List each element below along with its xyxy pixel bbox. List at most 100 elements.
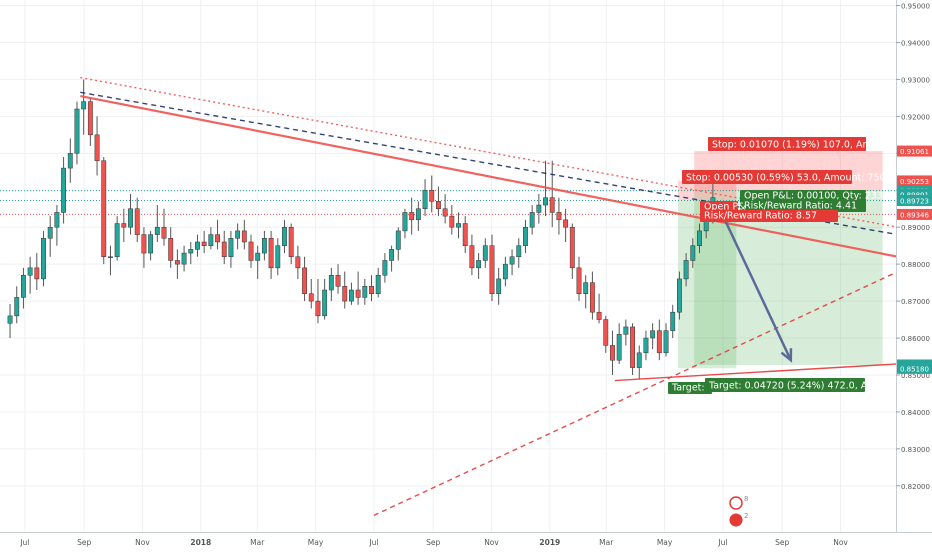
- price-marker-label: 0.90253: [900, 178, 929, 186]
- candle-body: [409, 212, 415, 221]
- projection-arrow-head: [780, 348, 793, 363]
- time-tick-label: Nov: [833, 538, 848, 547]
- risk-reward-label-1-bg: [740, 200, 866, 212]
- time-tick-label: 2019: [539, 538, 560, 547]
- candle-body: [315, 300, 321, 317]
- candle-body: [610, 345, 615, 361]
- target-label-2: Target: 0: [668, 382, 714, 394]
- price-axis-bg: [896, 0, 932, 550]
- candle-body: [482, 245, 488, 261]
- open-pl-label-bg: [740, 190, 866, 202]
- price-marker-label: 0.89346: [900, 211, 929, 219]
- candle-body: [549, 197, 555, 213]
- candle-body: [422, 190, 428, 209]
- candle-body: [569, 226, 575, 269]
- candle-body: [636, 352, 642, 368]
- price-tick-label: 0.93000: [901, 76, 930, 84]
- price-tick-label: 0.82000: [901, 483, 930, 491]
- candle-body: [683, 260, 689, 280]
- trend-lines[interactable]: [80, 76, 899, 517]
- candle-body: [402, 212, 408, 232]
- event-marker-icon[interactable]: [729, 496, 743, 510]
- candle-body: [94, 134, 100, 161]
- price-marker-bg: [897, 194, 932, 206]
- time-tick-label: Jul: [368, 538, 378, 547]
- time-tick-label: May: [308, 538, 324, 547]
- price-tick-label: 0.83000: [901, 446, 930, 454]
- candle-body: [509, 256, 515, 265]
- candle-body: [188, 249, 194, 254]
- candle-body: [7, 315, 13, 324]
- candle-body: [268, 238, 274, 269]
- candle-body: [221, 241, 227, 258]
- position-labels: Stop: 0.01070 (1.19%) 107.0, Amount: 750…: [668, 137, 932, 394]
- candle-body: [108, 256, 113, 259]
- time-tick-label: Jul: [19, 538, 29, 547]
- event-count-top: 8: [744, 495, 748, 503]
- candle-body: [563, 219, 569, 228]
- price-marker-bg: [897, 188, 932, 200]
- candle-body: [302, 267, 307, 294]
- bottom-support[interactable]: [614, 363, 898, 382]
- time-tick-label: Nov: [484, 538, 499, 547]
- candle-body: [496, 278, 502, 294]
- candle-body: [154, 226, 160, 235]
- candle-body: [161, 226, 167, 239]
- price-tick-label: 0.88000: [901, 261, 930, 269]
- candle-body: [235, 230, 241, 239]
- candle-body: [215, 234, 220, 243]
- upper-dotted-downtrend[interactable]: [80, 76, 899, 228]
- time-axis[interactable]: Jul Sep Nov 2018 Mar May Jul Sep Nov 2019 Mar May Ju…: [0, 532, 932, 548]
- candle-body: [536, 204, 542, 213]
- candle-body: [288, 226, 294, 258]
- price-tick-label: 0.95000: [901, 3, 930, 11]
- target-label-2-text: Target: 0: [671, 383, 714, 394]
- price-axis[interactable]: 0.950000.940000.930000.920000.910000.900…: [896, 0, 932, 550]
- projection-arrow-shaft[interactable]: [715, 200, 792, 361]
- candle-body: [174, 260, 180, 265]
- price-marker-label: 0.91061: [900, 148, 929, 156]
- candle-body: [328, 274, 334, 291]
- target-label-2-bg: [668, 382, 712, 394]
- main-downtrend[interactable]: [80, 94, 899, 258]
- price-tick-label: 0.92000: [901, 113, 930, 121]
- candle-body: [523, 226, 528, 246]
- projection-arrow[interactable]: [715, 200, 793, 363]
- candle-body: [442, 208, 448, 217]
- stop-label-2-bg: [682, 170, 852, 184]
- candle-body: [34, 267, 40, 280]
- candle-body: [395, 230, 401, 250]
- candle-body: [342, 286, 348, 302]
- stop-label-1: Stop: 0.01070 (1.19%) 107.0, Amount: 750…: [708, 137, 932, 151]
- rising-dashed-support[interactable]: [373, 270, 899, 517]
- candle-body: [54, 212, 60, 228]
- price-tick-label: 0.85000: [901, 372, 930, 380]
- price-marker-bg: [897, 362, 932, 374]
- price-tick-label: 0.86000: [901, 335, 930, 343]
- short-position-2-stop-zone[interactable]: [677, 180, 737, 201]
- candle-body: [27, 267, 33, 276]
- time-tick-label: Sep: [77, 538, 91, 547]
- candle-body: [670, 311, 676, 331]
- risk-reward-label-2: Risk/Reward Ratio: 8.57: [700, 210, 838, 222]
- candle-body: [436, 201, 441, 209]
- stop-label-2: Stop: 0.00530 (0.59%) 53.0, Amount: 750: [682, 170, 886, 184]
- event-marker-icon-filled[interactable]: [729, 513, 743, 527]
- stop-label-1-text: Stop: 0.01070 (1.19%) 107.0, Amount: 750…: [712, 140, 932, 151]
- time-tick-label: Jul: [717, 538, 727, 547]
- candle-body: [241, 230, 247, 243]
- candle-body: [656, 330, 662, 354]
- risk-reward-label-1-text: Risk/Reward Ratio: 4.41: [744, 201, 857, 212]
- target-label-1-text: Target: 0.04720 (5.24%) 472.0, Amount: 2…: [708, 381, 932, 392]
- candle-body: [87, 101, 93, 136]
- candle-body: [462, 223, 468, 246]
- target-label-1-bg: [705, 378, 865, 392]
- event-badge[interactable]: 82: [729, 495, 748, 527]
- navy-dashed-downtrend[interactable]: [80, 91, 899, 236]
- candle-body: [121, 223, 127, 228]
- candle-body: [41, 238, 46, 280]
- candle-body: [489, 245, 495, 294]
- candle-body: [195, 241, 200, 250]
